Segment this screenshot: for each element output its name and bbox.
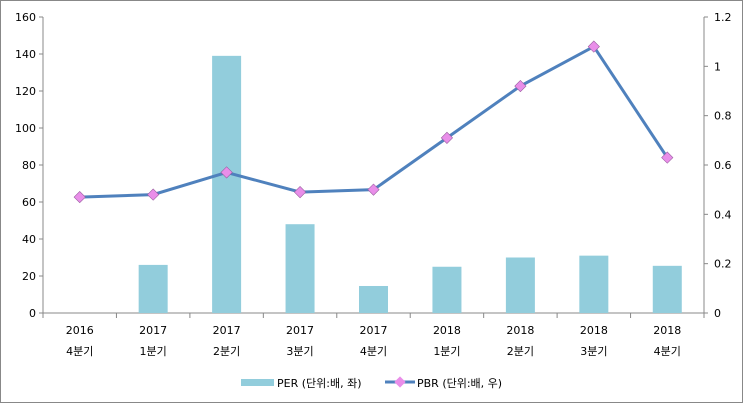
per-bar [359, 285, 388, 313]
x-tick-label: 2017 [213, 324, 241, 337]
per-bar [505, 257, 535, 313]
pbr-marker [293, 186, 307, 199]
right-tick-label: 0.4 [714, 208, 732, 221]
left-tick-label: 100 [15, 122, 36, 135]
pbr-marker [440, 131, 454, 144]
per-bar [285, 224, 315, 313]
legend-per-swatch [241, 379, 274, 386]
per-bar [212, 55, 242, 313]
pbr-marker [514, 79, 527, 93]
x-tick-label: 2016 [66, 324, 94, 337]
x-tick-label: 1분기 [433, 345, 460, 358]
x-tick-label: 2018 [506, 324, 534, 337]
pbr-marker [220, 166, 233, 179]
x-tick-label: 2017 [286, 324, 314, 337]
per-bar [138, 264, 168, 313]
x-tick-label: 3분기 [580, 345, 607, 358]
left-tick-label: 0 [29, 307, 36, 320]
per-bar [579, 255, 609, 313]
legend-per-label: PER (단위:배, 좌) [277, 377, 362, 390]
legend-pbr-marker [394, 376, 406, 388]
per-bar [652, 265, 682, 313]
right-tick-label: 1.2 [714, 11, 732, 24]
left-tick-label: 140 [15, 48, 36, 61]
pbr-marker [661, 151, 674, 164]
x-tick-label: 2018 [580, 324, 608, 337]
legend: PER (단위:배, 좌) PBR (단위:배, 우) [241, 376, 502, 390]
left-tick-label: 40 [22, 233, 36, 246]
per-bar [432, 266, 462, 313]
pbr-marker [367, 183, 380, 196]
left-tick-label: 60 [22, 196, 36, 209]
x-tick-label: 3분기 [286, 345, 313, 358]
left-tick-label: 80 [22, 159, 36, 172]
right-tick-label: 0 [714, 307, 721, 320]
legend-pbr-label: PBR (단위:배, 우) [417, 377, 502, 390]
x-tick-label: 4분기 [654, 345, 681, 358]
x-tick-label: 2017 [360, 324, 388, 337]
x-tick-label: 4분기 [360, 345, 387, 358]
pbr-marker [587, 40, 600, 53]
x-tick-label: 1분기 [140, 345, 167, 358]
x-tick-label: 4분기 [66, 345, 93, 358]
pbr-line [79, 44, 669, 199]
right-tick-label: 0.2 [714, 258, 732, 271]
pbr-marker [73, 190, 86, 204]
right-tick-label: 0.8 [714, 110, 732, 123]
right-tick-label: 1 [714, 60, 721, 73]
left-tick-label: 120 [15, 85, 36, 98]
right-tick-label: 0.6 [714, 159, 732, 172]
x-tick-label: 2018 [653, 324, 681, 337]
x-tick-label: 2017 [139, 324, 167, 337]
pbr-marker [147, 188, 160, 201]
x-tick-label: 2분기 [213, 345, 240, 358]
left-tick-label: 20 [22, 270, 36, 283]
x-tick-label: 2분기 [507, 345, 534, 358]
x-tick-label: 2018 [433, 324, 461, 337]
left-tick-label: 160 [15, 11, 36, 24]
